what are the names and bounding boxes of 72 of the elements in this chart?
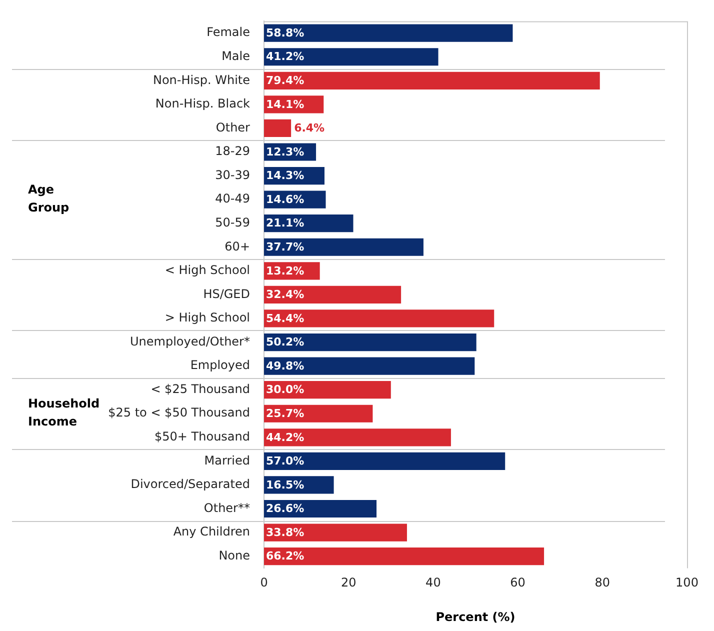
data-label: 26.6% bbox=[266, 502, 304, 516]
data-label: 37.7% bbox=[266, 240, 304, 254]
y-tick-label: Married bbox=[204, 453, 250, 468]
data-label: 49.8% bbox=[266, 359, 304, 372]
bar bbox=[264, 24, 513, 42]
data-label: 12.3% bbox=[266, 145, 304, 158]
y-tick-label: Unemployed/Other* bbox=[130, 334, 250, 348]
data-label: 21.1% bbox=[266, 216, 304, 230]
y-tick-label: 18-29 bbox=[215, 144, 250, 158]
bar bbox=[264, 548, 544, 566]
data-label: 25.7% bbox=[266, 406, 304, 420]
y-tick-label: Female bbox=[206, 25, 250, 40]
y-tick-label: 40-49 bbox=[215, 192, 250, 206]
y-tick-label: 30-39 bbox=[215, 168, 250, 182]
data-label: 14.1% bbox=[266, 98, 304, 111]
bar bbox=[264, 500, 377, 518]
y-tick-label: 60+ bbox=[224, 239, 250, 254]
data-label: 30.0% bbox=[266, 383, 304, 396]
y-tick-label: Non-Hisp. White bbox=[152, 72, 250, 87]
x-tick-label: 80 bbox=[594, 576, 610, 590]
bar bbox=[264, 214, 354, 232]
bar bbox=[264, 333, 476, 352]
text: Household Income bbox=[28, 396, 100, 429]
data-label: 44.2% bbox=[266, 430, 304, 444]
x-tick-label: 60 bbox=[510, 576, 526, 590]
x-tick-label: 40 bbox=[426, 576, 441, 590]
data-label: 33.8% bbox=[266, 526, 304, 539]
data-label: 13.2% bbox=[266, 264, 304, 278]
data-label: 50.2% bbox=[266, 336, 304, 349]
y-tick-label: Male bbox=[222, 49, 250, 63]
x-tick-label: 100 bbox=[676, 576, 698, 590]
y-tick-label: None bbox=[218, 548, 250, 562]
x-axis-title: Percent (%) bbox=[436, 610, 516, 624]
y-tick-label: Other** bbox=[204, 500, 250, 515]
x-tick-label: 0 bbox=[260, 576, 268, 590]
bar bbox=[264, 524, 407, 542]
bar bbox=[264, 238, 424, 256]
y-tick-label: Any Children bbox=[173, 524, 250, 539]
y-tick-label: > High School bbox=[164, 310, 250, 325]
y-tick-label: $25 to < $50 Thousand bbox=[108, 406, 250, 420]
bar bbox=[264, 310, 494, 328]
data-label: 79.4% bbox=[266, 74, 304, 88]
data-label: 16.5% bbox=[266, 478, 304, 492]
bar bbox=[264, 428, 451, 446]
data-label: 58.8% bbox=[266, 26, 304, 40]
y-tick-label: Other bbox=[216, 120, 250, 134]
y-tick-label: Non-Hisp. Black bbox=[155, 96, 250, 111]
y-tick-label: HS/GED bbox=[203, 286, 250, 301]
bar bbox=[264, 119, 292, 138]
text: Age Group bbox=[28, 182, 70, 215]
y-tick-label: < High School bbox=[164, 263, 250, 278]
data-label: 6.4% bbox=[294, 122, 325, 135]
data-label: 14.3% bbox=[266, 169, 304, 182]
bar bbox=[264, 381, 391, 399]
bar bbox=[264, 452, 506, 470]
y-tick-label: Employed bbox=[190, 358, 250, 372]
y-tick-label: < $25 Thousand bbox=[150, 382, 250, 396]
x-tick-label: 20 bbox=[340, 576, 356, 590]
bar bbox=[264, 48, 438, 66]
bar bbox=[264, 72, 600, 90]
data-label: 41.2% bbox=[266, 50, 304, 64]
data-label: 54.4% bbox=[266, 312, 304, 325]
y-tick-label: Divorced/Separated bbox=[130, 477, 250, 492]
data-label: 14.6% bbox=[266, 192, 304, 206]
bar bbox=[264, 404, 373, 422]
y-tick-label: 50-59 bbox=[215, 215, 250, 230]
bar bbox=[264, 357, 475, 375]
data-label: 57.0% bbox=[266, 454, 304, 468]
data-label: 32.4% bbox=[266, 288, 304, 302]
bar bbox=[264, 286, 402, 304]
y-tick-label: $50+ Thousand bbox=[154, 430, 250, 444]
data-label: 66.2% bbox=[266, 550, 304, 563]
